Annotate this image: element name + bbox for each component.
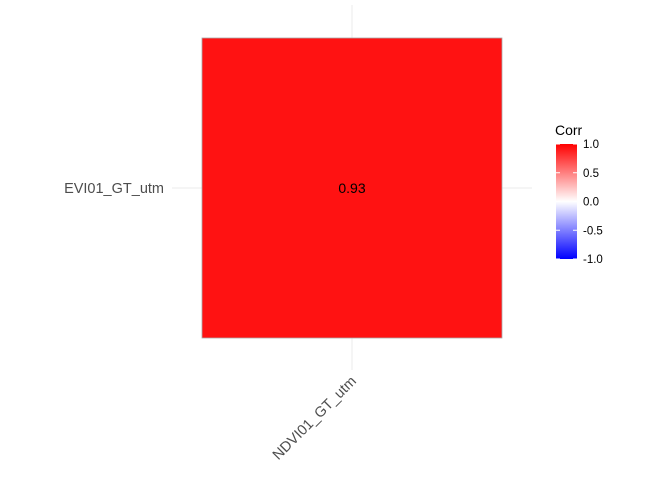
legend-tick-label: 0.0	[583, 197, 599, 209]
legend-tick-label: 1.0	[583, 139, 599, 151]
y-tick-label: EVI01_GT_utm	[64, 181, 164, 197]
x-axis: NDVI01_GT_utm	[270, 374, 360, 464]
cell-value-label: 0.93	[338, 180, 365, 196]
heatmap-cell	[201, 37, 503, 339]
legend-ticks: 1.0 0.5 0.0 -0.5 -1.0	[556, 139, 603, 266]
legend-tick-label: 0.5	[583, 168, 599, 180]
legend-tick-label: -0.5	[583, 225, 603, 237]
legend-colorbar	[556, 144, 577, 259]
legend: Corr 1.0 0.5 0.0 -0.5 -1.0	[555, 122, 603, 266]
legend-title: Corr	[555, 122, 583, 138]
x-tick-label: NDVI01_GT_utm	[270, 374, 360, 464]
legend-tick-label: -1.0	[583, 254, 603, 266]
heatmap-cells: 0.93	[201, 37, 503, 339]
y-axis: EVI01_GT_utm	[64, 181, 164, 197]
